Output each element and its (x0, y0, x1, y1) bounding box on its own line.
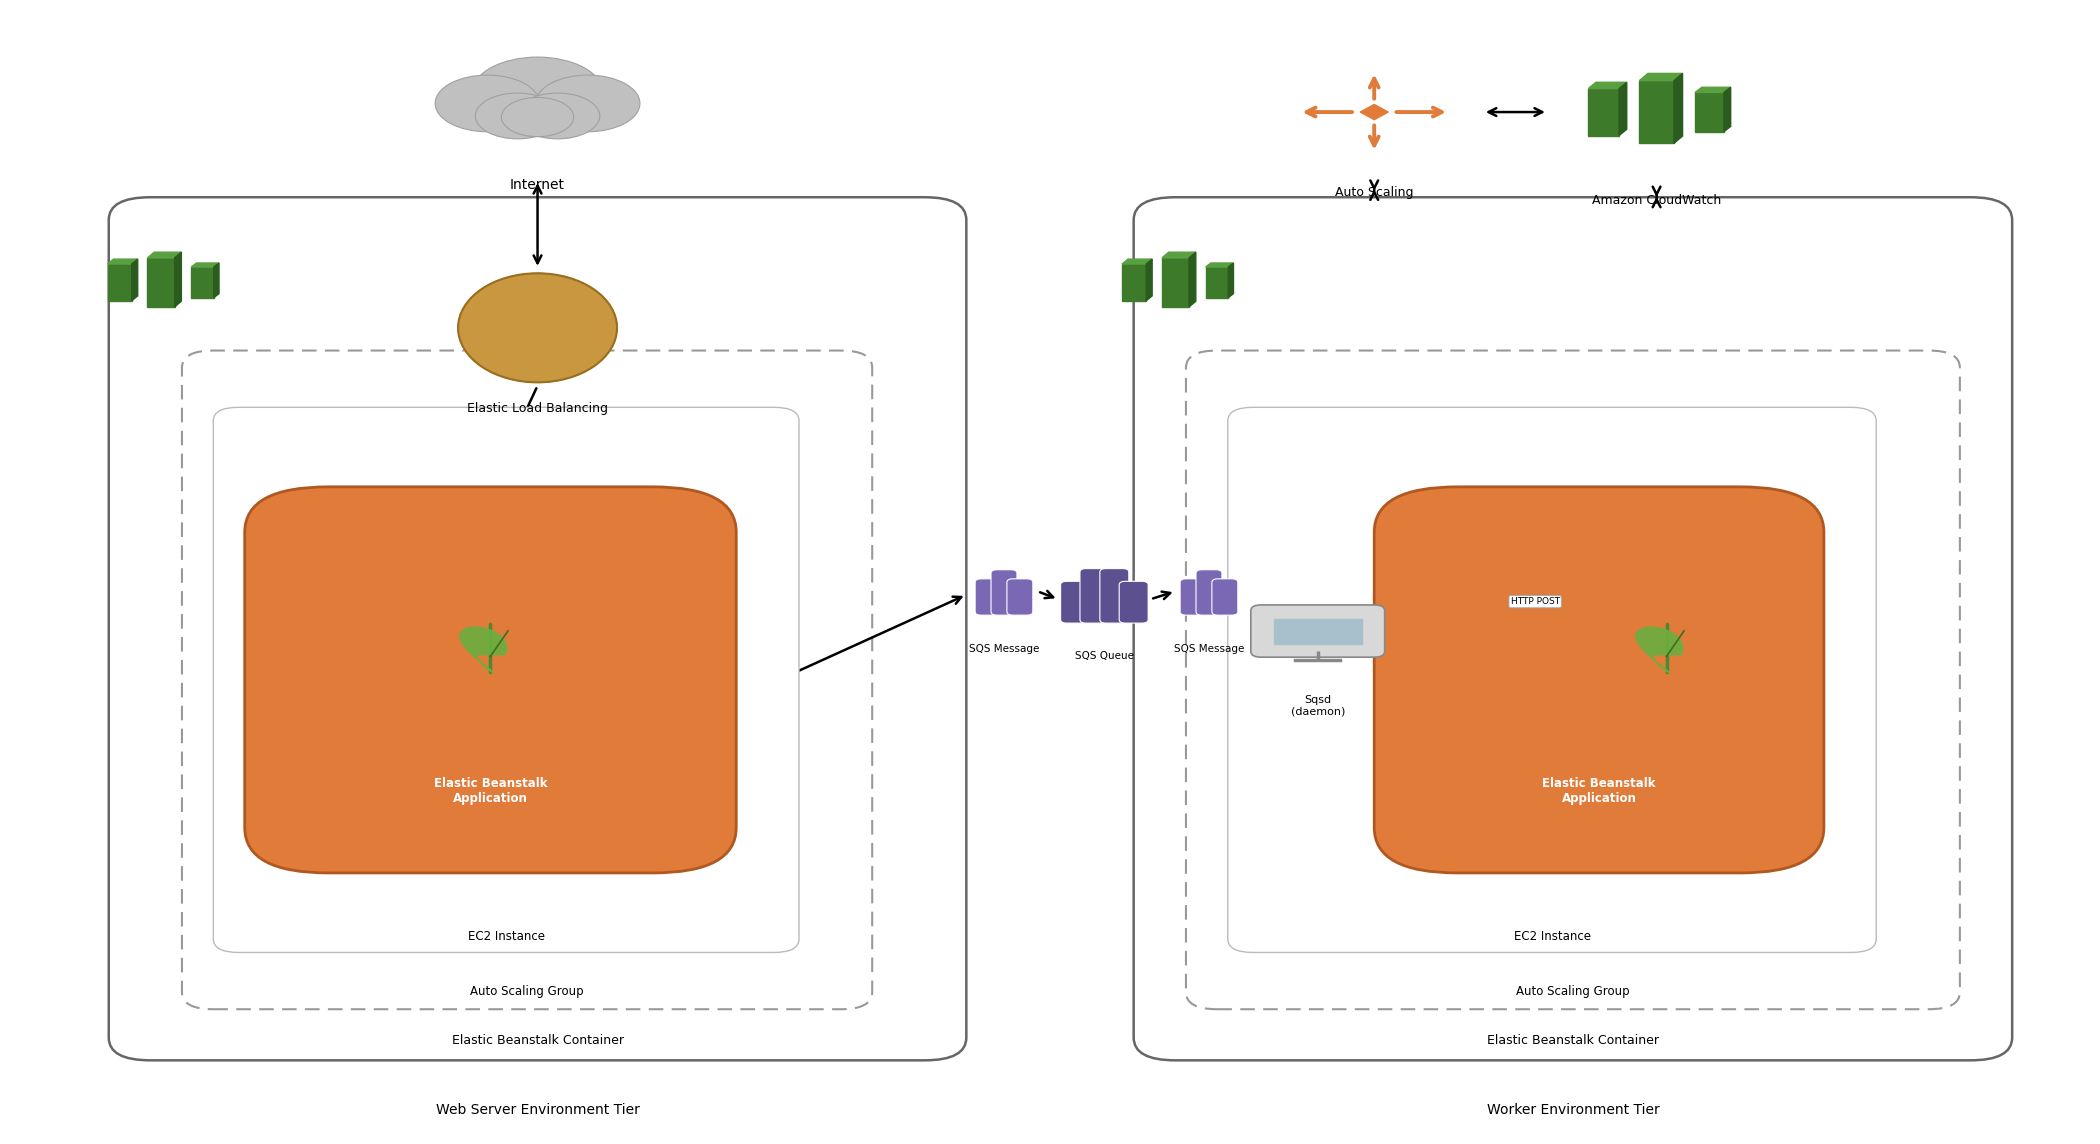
FancyBboxPatch shape (1006, 579, 1033, 615)
FancyBboxPatch shape (214, 407, 798, 953)
Text: Auto Scaling: Auto Scaling (1336, 185, 1413, 199)
FancyBboxPatch shape (183, 350, 872, 1009)
Polygon shape (1228, 263, 1233, 297)
Bar (1588, 88, 1619, 135)
FancyBboxPatch shape (1252, 605, 1384, 657)
FancyBboxPatch shape (1373, 487, 1825, 873)
FancyBboxPatch shape (109, 197, 966, 1060)
Text: SQS Message: SQS Message (968, 644, 1040, 653)
Polygon shape (1636, 627, 1682, 673)
Polygon shape (107, 259, 139, 264)
FancyBboxPatch shape (246, 487, 737, 873)
Polygon shape (1724, 87, 1730, 132)
Text: Elastic Beanstalk Container: Elastic Beanstalk Container (1487, 1034, 1659, 1047)
FancyBboxPatch shape (1186, 350, 1959, 1009)
Circle shape (435, 76, 540, 132)
Text: Elastic Beanstalk Container: Elastic Beanstalk Container (452, 1034, 624, 1047)
FancyBboxPatch shape (1119, 581, 1149, 623)
Bar (1695, 93, 1724, 132)
Text: Auto Scaling Group: Auto Scaling Group (1516, 985, 1630, 998)
Polygon shape (191, 263, 218, 267)
Polygon shape (460, 627, 506, 673)
FancyBboxPatch shape (1100, 569, 1130, 623)
Bar (1121, 264, 1147, 301)
Text: EC2 Instance: EC2 Instance (468, 930, 544, 944)
FancyBboxPatch shape (974, 579, 1002, 615)
FancyBboxPatch shape (991, 570, 1016, 615)
Polygon shape (1619, 82, 1628, 135)
Bar (1275, 619, 1361, 644)
Text: Web Server Environment Tier: Web Server Environment Tier (435, 1104, 640, 1118)
Text: Elastic Load Balancing: Elastic Load Balancing (466, 402, 609, 414)
Text: Internet: Internet (510, 178, 565, 192)
Polygon shape (1588, 82, 1628, 88)
FancyBboxPatch shape (1197, 570, 1222, 615)
Text: EC2 Instance: EC2 Instance (1514, 930, 1590, 944)
Circle shape (502, 97, 573, 136)
Text: Elastic Beanstalk
Application: Elastic Beanstalk Application (435, 777, 548, 805)
Polygon shape (174, 252, 181, 307)
Text: HTTP POST: HTTP POST (1510, 597, 1560, 606)
Ellipse shape (458, 273, 617, 382)
Bar (1640, 81, 1674, 143)
Text: Auto Scaling Group: Auto Scaling Group (470, 985, 584, 998)
Polygon shape (1189, 252, 1195, 307)
Bar (1205, 267, 1228, 297)
Bar (191, 267, 214, 297)
FancyBboxPatch shape (1079, 569, 1109, 623)
FancyBboxPatch shape (1228, 407, 1875, 953)
Text: Elastic Beanstalk
Application: Elastic Beanstalk Application (1541, 777, 1655, 805)
Polygon shape (1640, 73, 1682, 81)
Polygon shape (1361, 104, 1388, 120)
Bar (147, 257, 174, 307)
Text: Worker Environment Tier: Worker Environment Tier (1487, 1104, 1659, 1118)
Polygon shape (1695, 87, 1730, 93)
FancyBboxPatch shape (1134, 197, 2012, 1060)
FancyBboxPatch shape (1180, 579, 1205, 615)
Polygon shape (1161, 252, 1195, 257)
Text: SQS Message: SQS Message (1174, 644, 1243, 653)
Bar (107, 264, 132, 301)
Polygon shape (1147, 259, 1153, 301)
Bar (1161, 257, 1189, 307)
Polygon shape (1205, 263, 1233, 267)
Circle shape (475, 93, 559, 138)
FancyBboxPatch shape (1060, 581, 1090, 623)
FancyBboxPatch shape (1212, 579, 1237, 615)
Circle shape (514, 93, 601, 138)
Text: Amazon CloudWatch: Amazon CloudWatch (1592, 193, 1722, 207)
Circle shape (536, 76, 640, 132)
Polygon shape (214, 263, 218, 297)
Text: Sqsd
(daemon): Sqsd (daemon) (1292, 694, 1344, 716)
Circle shape (472, 57, 603, 128)
Text: SQS Queue: SQS Queue (1075, 651, 1134, 661)
Polygon shape (1674, 73, 1682, 143)
Polygon shape (147, 252, 181, 257)
Polygon shape (1121, 259, 1153, 264)
Polygon shape (132, 259, 139, 301)
